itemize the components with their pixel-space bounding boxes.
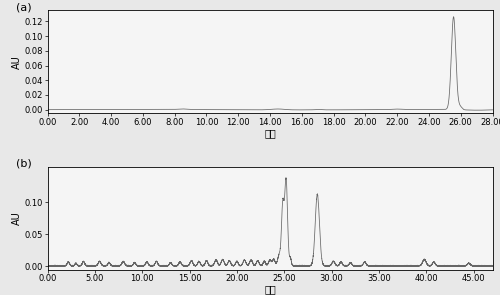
X-axis label: 分钟: 分钟 xyxy=(264,284,276,294)
X-axis label: 分钟: 分钟 xyxy=(264,128,276,138)
Text: (a): (a) xyxy=(16,2,32,12)
Y-axis label: AU: AU xyxy=(12,55,22,69)
Text: (b): (b) xyxy=(16,159,32,169)
Y-axis label: AU: AU xyxy=(12,212,22,225)
